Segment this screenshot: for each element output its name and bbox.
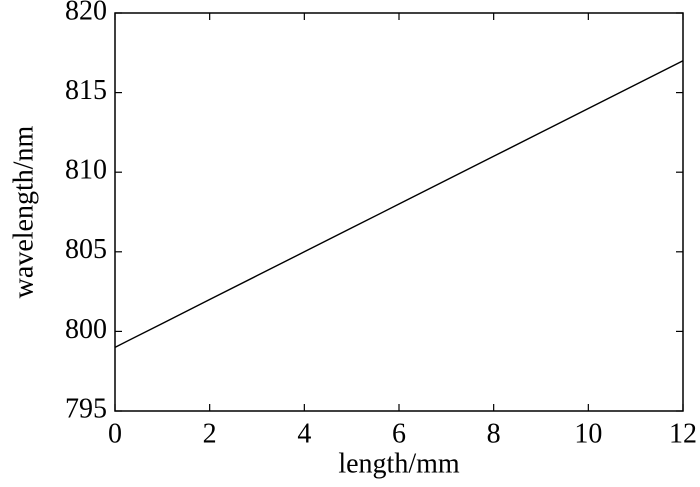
y-tick-label: 800 bbox=[65, 314, 107, 345]
y-tick-label: 805 bbox=[65, 234, 107, 265]
y-tick-label: 795 bbox=[65, 393, 107, 424]
y-axis-label: wavelength/nm bbox=[8, 125, 39, 298]
x-tick-label: 8 bbox=[487, 418, 501, 449]
plot-frame bbox=[114, 12, 684, 412]
data-line bbox=[114, 60, 684, 348]
x-tick-label: 4 bbox=[297, 418, 311, 449]
x-tick-label: 2 bbox=[203, 418, 217, 449]
x-tick-label: 6 bbox=[392, 418, 406, 449]
x-tick-label: 12 bbox=[669, 418, 697, 449]
y-tick-label: 810 bbox=[65, 155, 107, 186]
y-tick-label: 820 bbox=[65, 0, 107, 26]
x-tick-label: 0 bbox=[108, 418, 122, 449]
x-tick-label: 10 bbox=[574, 418, 602, 449]
x-axis-label: length/mm bbox=[338, 448, 460, 479]
y-tick-label: 815 bbox=[65, 75, 107, 106]
